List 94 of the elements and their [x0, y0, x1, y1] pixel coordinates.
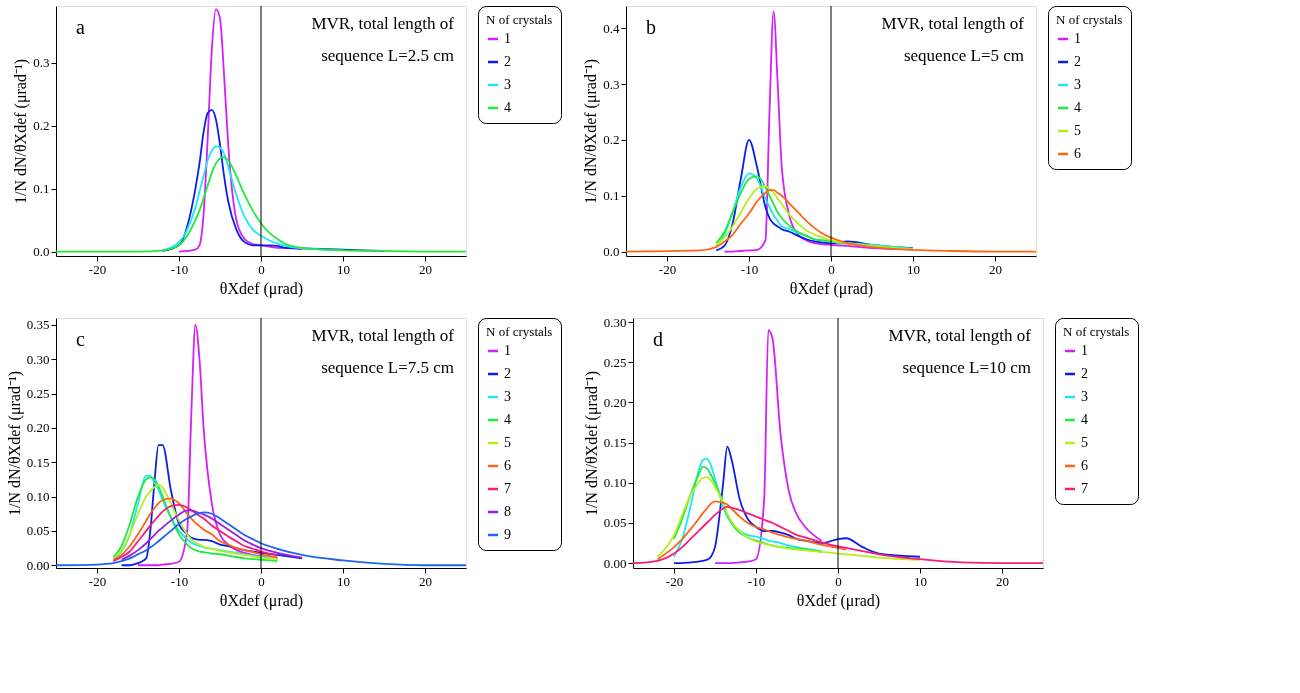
legend-label: 4	[504, 100, 511, 115]
y-axis-title: 1/N dN/θXdef (μrad⁻¹)	[582, 370, 601, 517]
legend-label: 7	[504, 481, 511, 496]
legend-label: 2	[504, 54, 511, 69]
y-tick-label: 0.25	[26, 386, 50, 402]
x-tick-label: 10	[337, 573, 350, 589]
y-tick-label: 0.20	[603, 394, 627, 410]
legend-label: 3	[1081, 389, 1088, 404]
y-tick-label: 0.0	[33, 244, 50, 260]
x-tick-label: 20	[996, 573, 1009, 589]
x-tick-label: 0	[258, 261, 265, 277]
legend-label: 1	[1074, 31, 1081, 46]
legend-title: N of crystals	[1063, 324, 1130, 339]
x-axis-title: θXdef (μrad)	[796, 591, 881, 610]
y-tick-label: 0.4	[603, 20, 620, 36]
annotation: MVR, total length of	[888, 326, 1032, 345]
legend-label: 5	[504, 435, 511, 450]
y-tick-label: 0.10	[26, 489, 50, 505]
y-tick-label: 0.30	[26, 351, 50, 367]
annotation: MVR, total length of	[881, 14, 1025, 33]
x-tick-label: 0	[835, 573, 842, 589]
y-tick-label: 0.25	[603, 354, 627, 370]
y-tick-label: 0.10	[603, 475, 627, 491]
annotation: sequence L=2.5 cm	[321, 46, 454, 65]
annotation: MVR, total length of	[311, 14, 455, 33]
y-tick-label: 0.3	[603, 76, 620, 92]
x-tick-label: 10	[337, 261, 350, 277]
y-tick-label: 0.3	[33, 55, 50, 71]
legend-label: 8	[504, 504, 511, 519]
y-tick-label: 0.1	[603, 188, 620, 204]
legend-label: 4	[504, 412, 511, 427]
annotation: sequence L=10 cm	[902, 358, 1031, 377]
legend-label: 1	[1081, 343, 1088, 358]
y-axis-title: 1/N dN/θXdef (μrad⁻¹)	[12, 58, 31, 205]
legend-label: 3	[504, 389, 511, 404]
y-axis-title: 1/N dN/θXdef (μrad⁻¹)	[582, 58, 601, 205]
legend-title: N of crystals	[486, 12, 553, 27]
legend-label: 3	[1074, 77, 1081, 92]
annotation: sequence L=5 cm	[903, 46, 1024, 65]
legend-label: 3	[504, 77, 511, 92]
legend-label: 5	[1081, 435, 1088, 450]
y-tick-label: 0.15	[26, 454, 50, 470]
legend-label: 1	[504, 31, 511, 46]
x-tick-label: -10	[740, 261, 759, 277]
y-tick-label: 0.00	[26, 557, 50, 573]
legend-label: 6	[504, 458, 511, 473]
y-tick-label: 0.05	[603, 515, 627, 531]
x-tick-label: -20	[658, 261, 677, 277]
y-tick-label: 0.20	[26, 420, 50, 436]
x-tick-label: -10	[747, 573, 766, 589]
legend-label: 5	[1074, 123, 1081, 138]
annotation: b	[646, 16, 656, 38]
x-tick-label: 0	[828, 261, 835, 277]
legend-label: 2	[1081, 366, 1088, 381]
legend-label: 2	[504, 366, 511, 381]
x-tick-label: 10	[914, 573, 927, 589]
legend-label: 4	[1074, 100, 1081, 115]
legend-title: N of crystals	[486, 324, 553, 339]
legend-title: N of crystals	[1056, 12, 1123, 27]
legend-label: 7	[1081, 481, 1088, 496]
y-tick-label: 0.35	[26, 317, 50, 333]
y-tick-label: 0.2	[33, 118, 50, 134]
x-tick-label: -20	[88, 261, 107, 277]
legend-label: 9	[504, 527, 511, 542]
x-tick-label: 20	[419, 261, 432, 277]
legend-label: 6	[1074, 146, 1081, 161]
annotation: d	[653, 328, 663, 350]
annotation: c	[76, 328, 85, 350]
x-tick-label: 0	[258, 573, 265, 589]
y-tick-label: 0.15	[603, 435, 627, 451]
y-tick-label: 0.2	[603, 132, 620, 148]
annotation: a	[76, 16, 85, 38]
annotation: sequence L=7.5 cm	[321, 358, 454, 377]
x-axis-title: θXdef (μrad)	[219, 279, 304, 298]
x-axis-title: θXdef (μrad)	[219, 591, 304, 610]
x-tick-label: -20	[665, 573, 684, 589]
y-tick-label: 0.0	[603, 244, 620, 260]
x-tick-label: -20	[88, 573, 107, 589]
x-tick-label: 20	[419, 573, 432, 589]
annotation: MVR, total length of	[311, 326, 455, 345]
x-tick-label: -10	[170, 261, 189, 277]
legend-label: 1	[504, 343, 511, 358]
y-tick-label: 0.05	[26, 523, 50, 539]
y-tick-label: 0.00	[603, 555, 627, 571]
x-axis-title: θXdef (μrad)	[789, 279, 874, 298]
x-tick-label: 10	[907, 261, 920, 277]
y-axis-title: 1/N dN/θXdef (μrad⁻¹)	[5, 370, 24, 517]
legend-label: 4	[1081, 412, 1088, 427]
legend-label: 6	[1081, 458, 1088, 473]
y-tick-label: 0.30	[603, 314, 627, 330]
x-tick-label: -10	[170, 573, 189, 589]
legend-label: 2	[1074, 54, 1081, 69]
y-tick-label: 0.1	[33, 181, 50, 197]
x-tick-label: 20	[989, 261, 1002, 277]
